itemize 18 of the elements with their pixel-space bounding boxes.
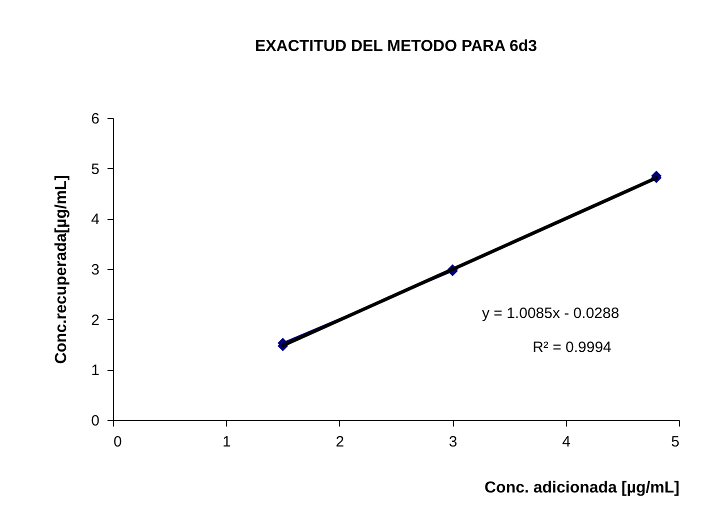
x-tick-label: 0 (114, 434, 122, 450)
y-tick-label: 0 (91, 412, 100, 430)
x-tick-label: 5 (671, 434, 680, 450)
y-tick-label: 6 (91, 110, 100, 128)
x-tick-label: 2 (336, 434, 344, 450)
x-tick-label: 1 (222, 434, 231, 450)
y-tick-label: 2 (91, 312, 100, 329)
annotation: R² = 0.9994 (532, 339, 612, 356)
chart-title: EXACTITUD DEL METODO PARA 6d3 (254, 38, 538, 55)
y-tick-label: 1 (91, 362, 100, 380)
x-axis-title: Conc. adicionada [µg/mL] (484, 480, 680, 496)
y-tick-label: 5 (91, 160, 100, 178)
x-tick-label: 3 (448, 434, 458, 450)
y-axis-title: Conc.recuperada[µg/mL] (53, 175, 70, 364)
y-tick-label: 4 (91, 211, 100, 228)
annotation: y = 1.0085x - 0.0288 (482, 305, 620, 322)
y-tick-label: 3 (91, 262, 100, 278)
x-tick-label: 4 (562, 434, 570, 450)
